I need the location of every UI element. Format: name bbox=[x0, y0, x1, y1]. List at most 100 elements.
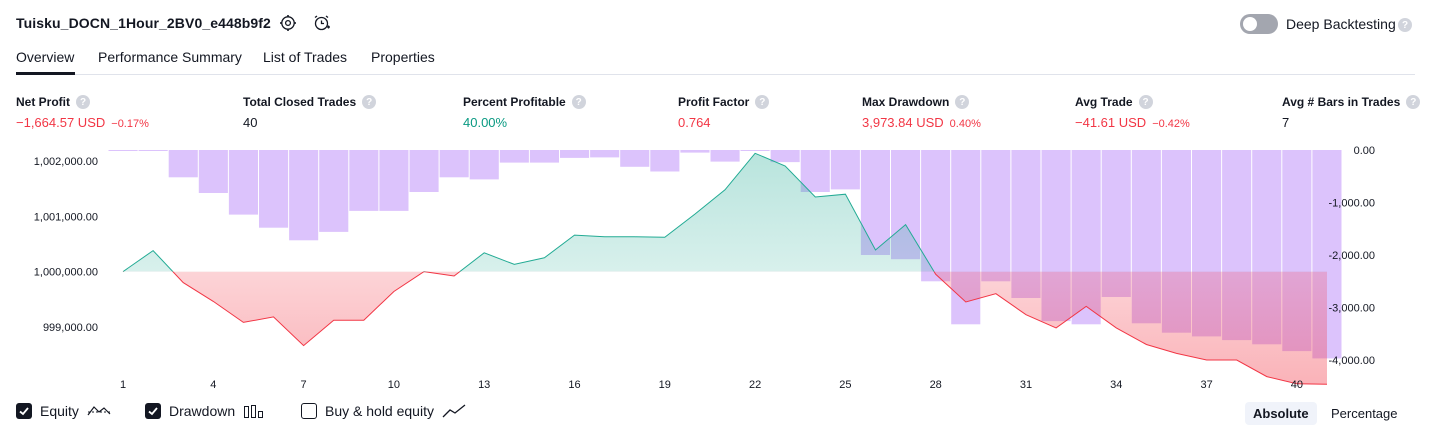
equity-line-up bbox=[122, 152, 935, 272]
metric-value: 40.00% bbox=[463, 115, 508, 130]
drawdown-bar bbox=[529, 150, 559, 163]
drawdown-legend-icon bbox=[244, 405, 264, 418]
drawdown-bar bbox=[379, 150, 409, 211]
drawdown-bar bbox=[289, 150, 319, 241]
x-axis-tick: 16 bbox=[568, 379, 580, 391]
metric-label: Percent Profitable bbox=[463, 95, 566, 109]
x-axis-tick: 22 bbox=[749, 379, 761, 391]
deep-backtesting-toggle[interactable] bbox=[1240, 14, 1278, 34]
tab-overview[interactable]: Overview bbox=[16, 49, 75, 65]
x-axis: 1 4 7 10 13 16 19 22 25 28 31 34 37 40 bbox=[120, 379, 1303, 391]
left-axis-tick: 1,002,000.00 bbox=[34, 156, 98, 168]
equity-line-down bbox=[122, 271, 1328, 385]
drawdown-bar bbox=[198, 150, 228, 193]
drawdown-bar bbox=[409, 150, 439, 192]
legend-equity-label: Equity bbox=[40, 403, 79, 419]
tab-properties[interactable]: Properties bbox=[371, 49, 435, 65]
help-icon[interactable]: ? bbox=[1138, 95, 1153, 109]
equity-series bbox=[122, 152, 1328, 385]
active-tab-indicator bbox=[16, 72, 75, 75]
help-icon[interactable]: ? bbox=[755, 95, 770, 109]
legend-buy-hold[interactable]: Buy & hold equity bbox=[301, 403, 466, 419]
x-axis-tick: 1 bbox=[120, 379, 126, 391]
check-icon bbox=[19, 407, 29, 416]
strategy-title: Tuisku_DOCN_1Hour_2BV0_e448b9f2 bbox=[16, 15, 271, 31]
x-axis-tick: 4 bbox=[210, 379, 216, 391]
right-axis: 0.00 -1,000.00 -2,000.00 -3,000.00 -4,000.00 bbox=[1329, 145, 1375, 367]
left-axis-tick: 999,000.00 bbox=[43, 322, 98, 334]
metric-total-closed-trades: Total Closed Trades? 40 bbox=[243, 95, 377, 130]
drawdown-bar bbox=[770, 150, 800, 163]
equity-checkbox[interactable] bbox=[16, 403, 32, 419]
x-axis-tick: 13 bbox=[478, 379, 490, 391]
help-icon[interactable]: ? bbox=[955, 95, 970, 109]
help-icon[interactable]: ? bbox=[1406, 95, 1421, 109]
drawdown-bar bbox=[228, 150, 258, 215]
buy-hold-checkbox[interactable] bbox=[301, 403, 317, 419]
x-axis-tick: 25 bbox=[839, 379, 851, 391]
help-icon[interactable]: ? bbox=[571, 95, 586, 109]
left-axis: 1,002,000.00 1,001,000.00 1,000,000.00 999,… bbox=[34, 156, 98, 334]
absolute-toggle[interactable]: Absolute bbox=[1245, 402, 1317, 425]
left-axis-tick: 1,000,000.00 bbox=[34, 267, 98, 279]
drawdown-bar bbox=[590, 150, 620, 158]
metric-max-drawdown: Max Drawdown? 3,973.84 USD 0.40% bbox=[862, 95, 981, 130]
metric-avg-bars: Avg # Bars in Trades? 7 bbox=[1282, 95, 1421, 130]
drawdown-bar bbox=[108, 150, 138, 151]
right-axis-tick: -2,000.00 bbox=[1329, 250, 1375, 262]
drawdown-bar bbox=[138, 150, 168, 151]
metric-value: 7 bbox=[1282, 115, 1290, 130]
metric-percent: −0.17% bbox=[111, 118, 149, 130]
drawdown-bar bbox=[710, 150, 740, 162]
drawdown-bar bbox=[349, 150, 379, 211]
right-axis-tick: -1,000.00 bbox=[1329, 198, 1375, 210]
alert-clock-icon[interactable] bbox=[312, 13, 332, 33]
tab-performance-summary[interactable]: Performance Summary bbox=[98, 49, 242, 65]
deep-backtesting-label: Deep Backtesting bbox=[1286, 16, 1396, 32]
help-icon[interactable]: ? bbox=[1398, 18, 1412, 32]
metric-label: Total Closed Trades bbox=[243, 95, 357, 109]
percentage-toggle[interactable]: Percentage bbox=[1331, 406, 1398, 421]
drawdown-bar bbox=[168, 150, 198, 178]
metric-percent-profitable: Percent Profitable? 40.00% bbox=[463, 95, 586, 130]
equity-chart[interactable]: 1,002,000.00 1,001,000.00 1,000,000.00 999,… bbox=[0, 138, 1431, 398]
metric-label: Net Profit bbox=[16, 95, 70, 109]
drawdown-bar bbox=[319, 150, 349, 232]
tab-list-of-trades[interactable]: List of Trades bbox=[263, 49, 348, 65]
x-axis-tick: 31 bbox=[1020, 379, 1032, 391]
settings-icon[interactable] bbox=[278, 13, 298, 33]
metric-label: Max Drawdown bbox=[862, 95, 950, 109]
metric-label: Profit Factor bbox=[678, 95, 750, 109]
equity-legend-icon bbox=[87, 406, 111, 416]
drawdown-checkbox[interactable] bbox=[145, 403, 161, 419]
metric-percent: −0.42% bbox=[1152, 118, 1190, 130]
buy-hold-legend-icon bbox=[442, 404, 466, 418]
right-axis-tick: -3,000.00 bbox=[1329, 303, 1375, 315]
drawdown-bar bbox=[620, 150, 650, 167]
right-axis-tick: 0.00 bbox=[1354, 145, 1375, 157]
legend-drawdown[interactable]: Drawdown bbox=[145, 403, 265, 419]
drawdown-bar bbox=[650, 150, 680, 172]
drawdown-bar bbox=[560, 150, 590, 158]
toggle-knob bbox=[1243, 17, 1257, 31]
tab-divider bbox=[16, 74, 1415, 75]
x-axis-tick: 34 bbox=[1110, 379, 1122, 391]
metric-value: 40 bbox=[243, 115, 258, 130]
metric-avg-trade: Avg Trade? −41.61 USD −0.42% bbox=[1075, 95, 1190, 130]
metric-label: Avg # Bars in Trades bbox=[1282, 95, 1401, 109]
drawdown-bar bbox=[469, 150, 499, 180]
drawdown-bar bbox=[259, 150, 289, 228]
x-axis-tick: 40 bbox=[1291, 379, 1303, 391]
legend-equity[interactable]: Equity bbox=[16, 403, 111, 419]
x-axis-tick: 10 bbox=[388, 379, 400, 391]
drawdown-bar bbox=[800, 150, 830, 192]
x-axis-tick: 7 bbox=[301, 379, 307, 391]
help-icon[interactable]: ? bbox=[362, 95, 377, 109]
drawdown-bar bbox=[740, 150, 770, 151]
metric-profit-factor: Profit Factor? 0.764 bbox=[678, 95, 770, 130]
drawdown-bar bbox=[499, 150, 529, 163]
metric-net-profit: Net Profit? −1,664.57 USD −0.17% bbox=[16, 95, 149, 130]
metric-percent: 0.40% bbox=[949, 118, 981, 130]
drawdown-bar bbox=[830, 150, 860, 190]
help-icon[interactable]: ? bbox=[76, 95, 90, 109]
